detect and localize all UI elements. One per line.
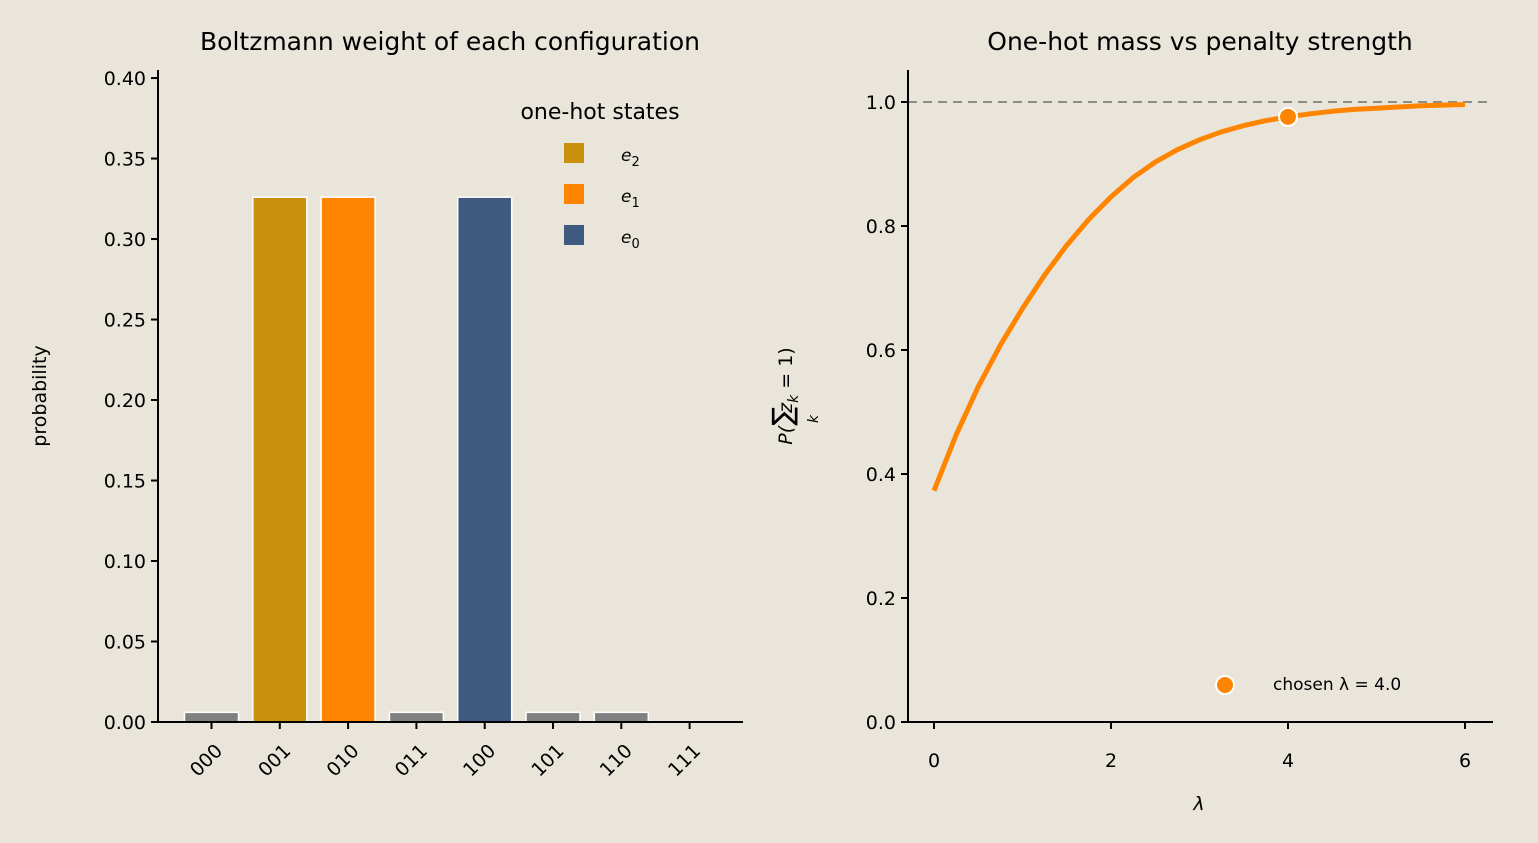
ylabel-var-sub: k — [786, 394, 802, 403]
ylabel-post: = 1) — [775, 347, 797, 395]
bar-011 — [388, 711, 445, 723]
bar-x-tick-label: 110 — [596, 740, 637, 781]
bar-010 — [320, 196, 376, 723]
ylabel-p: P( — [775, 424, 797, 444]
bar-legend-label: e2 — [621, 146, 640, 170]
line-legend-marker — [1215, 675, 1235, 695]
bar-y-ticks: 0.00 0.05 0.10 0.15 0.20 0.25 0.30 0.35 0.40 — [104, 68, 158, 734]
bar-y-tick-label: 0.40 — [104, 68, 146, 90]
line-y-tick-label: 0.2 — [866, 588, 896, 610]
bar-y-tick-label: 0.30 — [104, 229, 146, 251]
bar-legend-swatch — [564, 225, 584, 245]
line-y-tick-label: 0.0 — [866, 712, 896, 734]
bar-001 — [252, 196, 308, 723]
bar-chart-title: Boltzmann weight of each configuration — [200, 27, 700, 56]
line-x-tick-label: 0 — [928, 750, 940, 772]
bar-x-tick-label: 010 — [322, 740, 363, 781]
line-y-tick-label: 1.0 — [866, 92, 896, 114]
bar-y-tick-label: 0.10 — [104, 551, 146, 573]
ylabel-sum-sub: k — [806, 414, 822, 423]
line-x-tick-label: 6 — [1459, 750, 1471, 772]
bar-x-ticks: 000 001 010 011 100 101 110 111 — [186, 722, 705, 781]
bar-y-tick-label: 0.20 — [104, 390, 146, 412]
line-chart-ylabel: P(∑ kzk = 1) — [766, 347, 822, 444]
line-y-tick-label: 0.8 — [866, 216, 896, 238]
bar-110 — [593, 711, 650, 723]
line-y-tick-label: 0.6 — [866, 340, 896, 362]
bar-bars — [183, 196, 650, 723]
line-x-ticks: 0 2 4 6 — [928, 722, 1471, 772]
bar-x-tick-label: 111 — [664, 740, 705, 781]
bar-legend-label: e1 — [621, 187, 640, 211]
bar-legend: one-hot states e2 e1 e0 — [520, 100, 679, 252]
bar-legend-label: e0 — [621, 228, 640, 252]
line-y-ticks: 0.0 0.2 0.4 0.6 0.8 1.0 — [866, 92, 908, 734]
ylabel-sum: ∑ — [766, 407, 799, 426]
bar-legend-title: one-hot states — [520, 100, 679, 125]
line-x-tick-label: 4 — [1282, 750, 1294, 772]
ylabel-var: z — [775, 402, 797, 414]
line-chart-title: One-hot mass vs penalty strength — [987, 27, 1412, 56]
line-y-tick-label: 0.4 — [866, 464, 896, 486]
bar-chart: Boltzmann weight of each configuration p… — [29, 27, 743, 781]
series-line — [931, 102, 1466, 492]
bar-y-tick-label: 0.05 — [104, 632, 146, 654]
line-legend: chosen λ = 4.0 — [1215, 675, 1401, 695]
bar-y-tick-label: 0.25 — [104, 310, 146, 332]
line-x-tick-label: 2 — [1105, 750, 1117, 772]
svg-text:P(∑kzk = 1): P(∑ kzk = 1) — [766, 347, 822, 444]
bar-x-tick-label: 011 — [391, 740, 432, 781]
line-chart: One-hot mass vs penalty strength P(∑ kzk … — [766, 27, 1493, 815]
bar-legend-swatch — [564, 184, 584, 204]
bar-y-tick-label: 0.35 — [104, 149, 146, 171]
bar-000 — [183, 711, 240, 723]
bar-chart-ylabel: probability — [29, 345, 51, 446]
chosen-lambda-point — [1278, 106, 1298, 127]
bar-101 — [525, 711, 581, 723]
bar-100 — [456, 196, 513, 723]
bar-x-tick-label: 101 — [527, 740, 568, 781]
bar-x-tick-label: 000 — [186, 740, 227, 781]
bar-y-tick-label: 0.00 — [104, 712, 146, 734]
bar-x-tick-label: 100 — [459, 740, 500, 781]
bar-y-tick-label: 0.15 — [104, 471, 146, 493]
bar-legend-swatch — [564, 143, 584, 163]
line-legend-label: chosen λ = 4.0 — [1273, 675, 1401, 695]
line-chart-xlabel: λ — [1192, 793, 1204, 815]
bar-x-tick-label: 001 — [254, 740, 295, 781]
